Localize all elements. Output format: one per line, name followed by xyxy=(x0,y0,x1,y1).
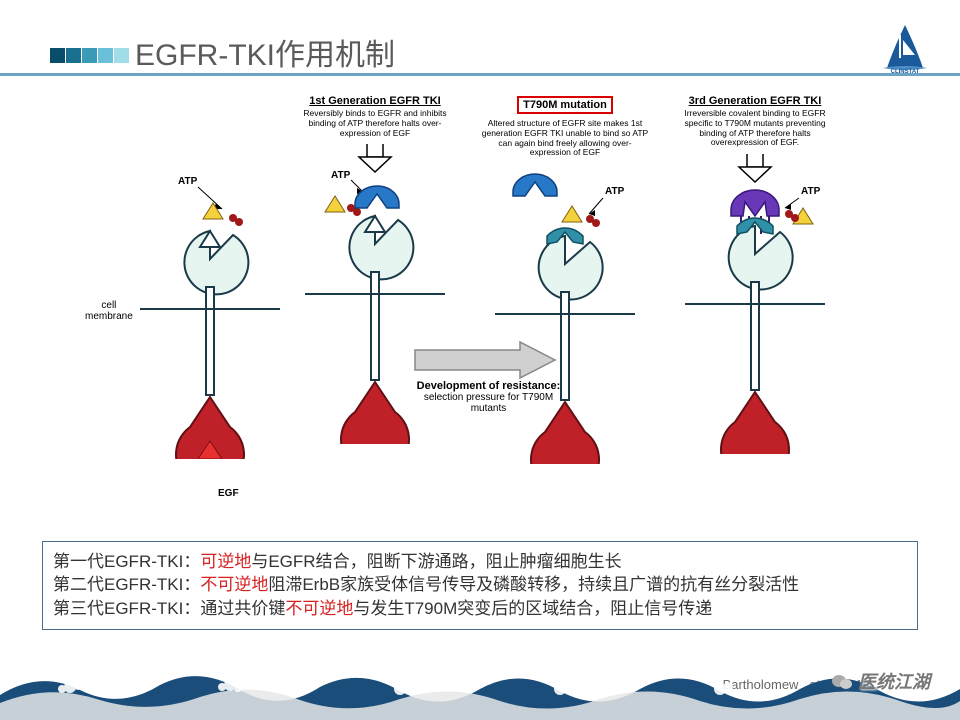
watermark: 医统江湖 xyxy=(831,668,930,694)
diagram-col-1: ATP xyxy=(120,95,300,464)
svg-text:CLINSTAT: CLINSTAT xyxy=(891,69,920,75)
receptor-3-icon: ATP xyxy=(495,164,635,464)
svg-text:ATP: ATP xyxy=(605,186,625,197)
diagram-col-4: 3rd Generation EGFR TKI Irreversible cov… xyxy=(665,95,845,459)
atp-label: ATP xyxy=(178,176,198,187)
col4-head: 3rd Generation EGFR TKI xyxy=(665,95,845,107)
receptor-1-icon: ATP xyxy=(140,159,280,459)
square-1 xyxy=(50,48,65,63)
square-2 xyxy=(66,48,81,63)
textbox-line1: 第一代EGFR-TKI：可逆地与EGFR结合，阻断下游通路，阻止肿瘤细胞生长 xyxy=(53,550,907,574)
textbox-line2: 第二代EGFR-TKI：不可逆地阻滞ErbB家族受体信号传导及磷酸转移，持续且广… xyxy=(53,573,907,597)
receptor-4-icon: ATP xyxy=(685,154,825,454)
square-5 xyxy=(114,48,129,63)
square-3 xyxy=(82,48,97,63)
clinstat-logo-icon: CLINSTAT xyxy=(875,20,935,80)
svg-text:ATP: ATP xyxy=(801,186,821,197)
wave-footer-icon xyxy=(0,665,960,720)
col3-head: T790M mutation xyxy=(517,96,613,114)
development-text: Development of resistance: selection pre… xyxy=(406,380,571,414)
col2-head: 1st Generation EGFR TKI xyxy=(285,95,465,107)
col3-desc: Altered structure of EGFR site makes 1st… xyxy=(475,119,655,158)
header: EGFR-TKI作用机制 CLINSTAT xyxy=(0,0,960,76)
summary-textbox: 第一代EGFR-TKI：可逆地与EGFR结合，阻断下游通路，阻止肿瘤细胞生长 第… xyxy=(42,541,918,630)
header-color-squares xyxy=(50,48,129,63)
textbox-line3: 第三代EGFR-TKI：通过共价键不可逆地与发生T790M突变后的区域结合，阻止… xyxy=(53,597,907,621)
col2-desc: Reversibly binds to EGFR and inhibits bi… xyxy=(285,109,465,138)
svg-text:ATP: ATP xyxy=(331,170,351,181)
page-title: EGFR-TKI作用机制 xyxy=(135,30,395,74)
resistance-arrow-icon xyxy=(410,340,560,380)
square-4 xyxy=(98,48,113,63)
wechat-icon xyxy=(831,673,853,691)
mechanism-diagram: cellmembrane ATP EGF xyxy=(80,95,880,525)
col4-desc: Irreversible covalent binding to EGFR sp… xyxy=(665,109,845,148)
egf-label: EGF xyxy=(218,488,239,499)
